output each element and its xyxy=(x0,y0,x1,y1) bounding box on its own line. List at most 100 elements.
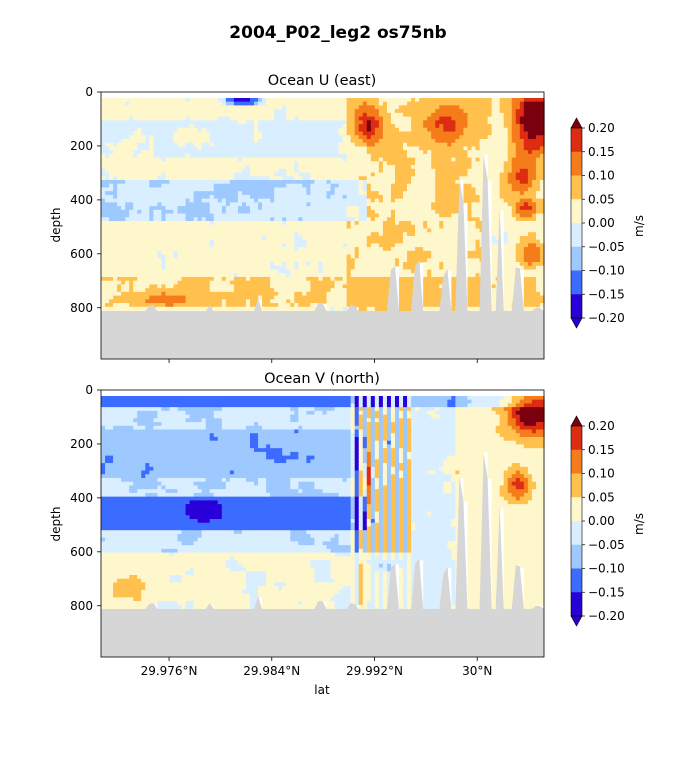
heatmap-cell xyxy=(189,221,195,226)
heatmap-cell xyxy=(302,198,307,203)
heatmap-cell xyxy=(209,101,215,106)
heatmap-cell xyxy=(193,105,199,110)
heatmap-cell xyxy=(435,101,440,106)
heatmap-cell xyxy=(294,228,299,233)
heatmap-cell xyxy=(101,176,106,181)
heatmap-cell xyxy=(113,280,118,286)
heatmap-cell xyxy=(205,109,211,114)
heatmap-cell xyxy=(229,146,235,151)
heatmap-cell xyxy=(229,191,235,196)
heatmap-cell xyxy=(205,202,211,207)
heatmap-cell xyxy=(407,187,412,192)
heatmap-cell xyxy=(213,135,219,140)
heatmap-cell xyxy=(366,224,372,230)
heatmap-cell xyxy=(394,209,400,215)
heatmap-cell xyxy=(431,303,436,308)
heatmap-cell xyxy=(225,262,231,267)
heatmap-cell xyxy=(451,258,456,263)
heatmap-cell xyxy=(419,150,424,155)
heatmap-cell xyxy=(419,224,424,230)
heatmap-cell xyxy=(229,135,235,140)
heatmap-cell xyxy=(322,116,328,121)
heatmap-cell xyxy=(415,243,420,248)
heatmap-cell xyxy=(370,224,376,230)
heatmap-cell xyxy=(149,127,154,133)
heatmap-cell xyxy=(177,228,183,233)
heatmap-cell xyxy=(423,150,428,155)
heatmap-cell xyxy=(193,120,199,125)
heatmap-cell xyxy=(241,299,247,304)
heatmap-cell xyxy=(455,105,461,110)
heatmap-cell xyxy=(386,146,392,151)
heatmap-cell xyxy=(153,258,158,263)
heatmap-cell xyxy=(278,124,283,129)
heatmap-cell xyxy=(443,235,448,241)
heatmap-cell xyxy=(137,127,142,133)
heatmap-cell xyxy=(346,258,352,263)
heatmap-cell xyxy=(233,262,239,267)
heatmap-cell xyxy=(225,280,231,286)
heatmap-cell xyxy=(386,235,392,241)
heatmap-cell xyxy=(177,161,183,166)
heatmap-cell xyxy=(423,232,428,237)
heatmap-cell xyxy=(221,146,227,151)
heatmap-cell xyxy=(334,138,340,144)
heatmap-cell xyxy=(378,243,384,248)
heatmap-cell xyxy=(294,202,299,207)
heatmap-cell xyxy=(318,262,324,267)
heatmap-cell xyxy=(415,142,420,148)
heatmap-cell xyxy=(346,138,352,144)
heatmap-cell xyxy=(141,228,146,233)
heatmap-cell xyxy=(225,109,231,114)
heatmap-cell xyxy=(415,161,420,166)
heatmap-cell xyxy=(282,172,287,177)
heatmap-cell xyxy=(133,198,138,203)
heatmap-cell xyxy=(278,183,283,189)
heatmap-cell xyxy=(338,232,344,237)
heatmap-cell xyxy=(241,165,247,170)
heatmap-cell xyxy=(286,273,291,278)
heatmap-cell xyxy=(161,146,167,151)
heatmap-cell xyxy=(209,235,215,241)
heatmap-cell xyxy=(169,206,175,211)
heatmap-cell xyxy=(443,198,448,203)
heatmap-cell xyxy=(338,295,344,300)
heatmap-cell xyxy=(447,217,452,222)
heatmap-cell xyxy=(201,209,207,215)
heatmap-cell xyxy=(205,206,211,211)
heatmap-cell xyxy=(189,258,195,263)
heatmap-cell xyxy=(407,247,412,252)
heatmap-cell xyxy=(117,172,122,177)
heatmap-cell xyxy=(358,179,364,185)
heatmap-cell xyxy=(225,179,231,185)
heatmap-cell xyxy=(370,161,376,166)
heatmap-cell xyxy=(161,250,167,256)
heatmap-cell xyxy=(403,165,408,170)
heatmap-cell xyxy=(302,194,307,200)
heatmap-cell xyxy=(382,213,388,218)
heatmap-cell xyxy=(270,262,275,267)
heatmap-cell xyxy=(221,224,227,230)
heatmap-cell xyxy=(173,172,179,177)
heatmap-cell xyxy=(105,213,110,218)
heatmap-cell xyxy=(310,157,316,162)
heatmap-cell xyxy=(266,284,271,289)
heatmap-cell xyxy=(318,131,324,136)
heatmap-cell xyxy=(334,228,340,233)
heatmap-cell xyxy=(197,179,203,185)
heatmap-cell xyxy=(370,142,376,148)
heatmap-cell xyxy=(101,109,106,114)
heatmap-cell xyxy=(258,187,263,192)
heatmap-cell xyxy=(407,138,412,144)
heatmap-cell xyxy=(213,265,219,271)
heatmap-cell xyxy=(133,228,138,233)
heatmap-cell xyxy=(447,161,452,166)
heatmap-cell xyxy=(447,179,452,185)
heatmap-cell xyxy=(266,224,271,230)
heatmap-cell xyxy=(370,183,376,189)
heatmap-cell xyxy=(419,232,424,237)
heatmap-cell xyxy=(201,183,207,189)
heatmap-cell xyxy=(318,258,324,263)
heatmap-cell xyxy=(290,101,295,106)
heatmap-cell xyxy=(354,303,360,308)
